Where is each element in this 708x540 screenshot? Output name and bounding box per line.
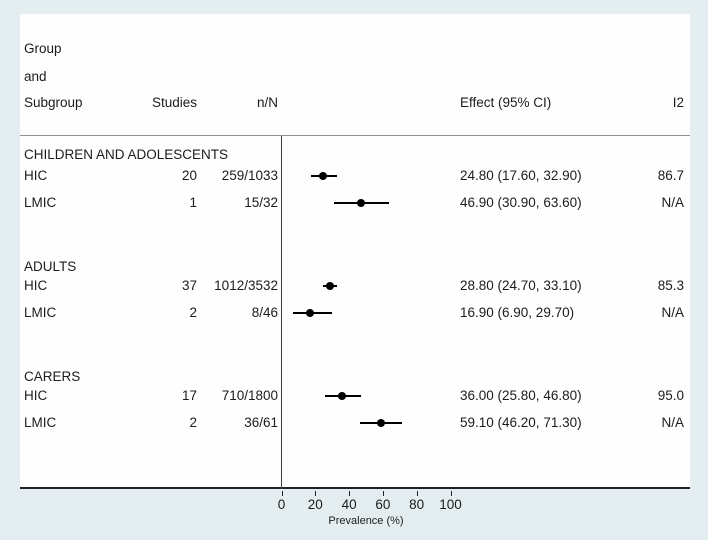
i2-value: 85.3 xyxy=(657,278,684,293)
column-header-n-n: n/N xyxy=(256,95,278,110)
axis-tick-label: 80 xyxy=(409,497,425,512)
axis-tick-label: 60 xyxy=(375,497,391,512)
studies-count: 17 xyxy=(181,388,197,403)
subgroup-label: LMIC xyxy=(24,305,57,320)
forest-row: HIC 20 259/1033 24.80 (17.60, 32.90) 86.… xyxy=(20,166,690,186)
header-separator-line xyxy=(20,135,690,136)
studies-count: 2 xyxy=(189,415,197,430)
axis-tick xyxy=(315,491,317,496)
effect-ci-value: 16.90 (6.90, 29.70) xyxy=(460,305,575,320)
effect-marker xyxy=(356,199,365,207)
studies-count: 37 xyxy=(181,278,197,293)
forest-row: LMIC 2 8/46 16.90 (6.90, 29.70) N/A xyxy=(20,303,690,323)
i2-value: 95.0 xyxy=(657,388,684,403)
axis-tick xyxy=(349,491,351,496)
events-total: 259/1033 xyxy=(221,168,278,183)
subgroup-label: LMIC xyxy=(24,415,57,430)
i2-value: N/A xyxy=(661,305,684,320)
i2-value: N/A xyxy=(661,415,684,430)
events-total: 8/46 xyxy=(251,305,278,320)
column-header-subgroup: Subgroup xyxy=(24,95,83,110)
column-header-effect-ci: Effect (95% CI) xyxy=(460,95,552,110)
x-axis-label: Prevalence (%) xyxy=(328,515,404,527)
effect-ci-value: 28.80 (24.70, 33.10) xyxy=(460,278,582,293)
effect-marker xyxy=(306,309,315,317)
plot-area: Group and Subgroup Studies n/N Effect (9… xyxy=(20,14,690,489)
studies-count: 1 xyxy=(189,195,197,210)
axis-tick-label: 20 xyxy=(307,497,323,512)
i2-value: N/A xyxy=(661,195,684,210)
group-title: CARERS xyxy=(24,369,81,384)
studies-count: 2 xyxy=(189,305,197,320)
i2-value: 86.7 xyxy=(657,168,684,183)
axis-tick-label: 0 xyxy=(277,497,286,512)
group-title: CHILDREN AND ADOLESCENTS xyxy=(24,147,229,162)
subgroup-label: HIC xyxy=(24,388,48,403)
column-header-group-line2: and xyxy=(24,69,47,84)
axis-tick xyxy=(281,491,283,496)
effect-ci-value: 59.10 (46.20, 71.30) xyxy=(460,415,582,430)
column-header-studies: Studies xyxy=(151,95,197,110)
effect-marker xyxy=(338,392,347,400)
studies-count: 20 xyxy=(181,168,197,183)
forest-row: HIC 37 1012/3532 28.80 (24.70, 33.10) 85… xyxy=(20,276,690,296)
events-total: 36/61 xyxy=(244,415,278,430)
subgroup-label: HIC xyxy=(24,168,48,183)
axis-tick-label: 40 xyxy=(341,497,357,512)
events-total: 1012/3532 xyxy=(214,278,278,293)
effect-ci-value: 36.00 (25.80, 46.80) xyxy=(460,388,582,403)
zero-reference-line xyxy=(281,136,282,489)
effect-marker xyxy=(377,419,386,427)
effect-marker xyxy=(326,282,335,290)
axis-tick xyxy=(416,491,418,496)
axis-tick xyxy=(450,491,452,496)
x-axis: Prevalence (%) 0 20 40 60 80 100 xyxy=(20,491,690,537)
subgroup-label: LMIC xyxy=(24,195,57,210)
effect-ci-value: 46.90 (30.90, 63.60) xyxy=(460,195,582,210)
column-header-group-line1: Group xyxy=(24,41,62,56)
group-title: ADULTS xyxy=(24,259,77,274)
events-total: 15/32 xyxy=(244,195,278,210)
column-header-i2: I2 xyxy=(672,95,684,110)
forest-row: LMIC 1 15/32 46.90 (30.90, 63.60) N/A xyxy=(20,193,690,213)
subgroup-label: HIC xyxy=(24,278,48,293)
axis-tick xyxy=(382,491,384,496)
effect-marker xyxy=(319,172,328,180)
axis-tick-label: 100 xyxy=(439,497,462,512)
effect-ci-value: 24.80 (17.60, 32.90) xyxy=(460,168,582,183)
forest-row: HIC 17 710/1800 36.00 (25.80, 46.80) 95.… xyxy=(20,386,690,406)
events-total: 710/1800 xyxy=(221,388,278,403)
forest-row: LMIC 2 36/61 59.10 (46.20, 71.30) N/A xyxy=(20,413,690,433)
